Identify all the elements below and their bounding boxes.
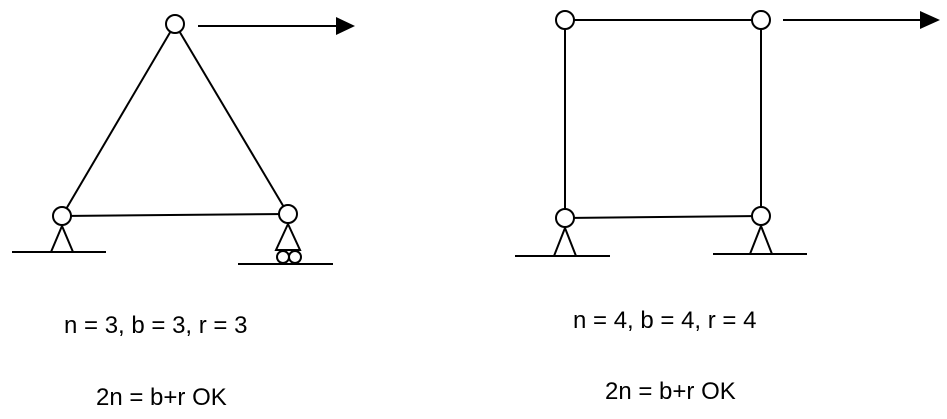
triangle-truss (12, 14, 355, 265)
joint-square-bottom-right (751, 206, 771, 226)
square-member-bottom (564, 215, 762, 219)
triangle-member-bottom (61, 213, 289, 217)
right-equation-counts: n = 4, b = 4, r = 4 (573, 307, 757, 334)
left-equation-counts: n = 3, b = 3, r = 3 (64, 312, 248, 339)
joint-square-bottom-left (555, 208, 575, 228)
triangle-load-arrow-head (336, 17, 355, 35)
joint-bottom-left (52, 206, 72, 226)
triangle-member-right (174, 23, 289, 215)
square-load-arrow-head (920, 11, 940, 29)
square-frame (515, 10, 940, 257)
left-equation-check: 2n = b+r OK (96, 384, 227, 411)
joint-top (165, 14, 185, 34)
pin-support-left (49, 223, 75, 253)
joint-bottom-right (278, 204, 298, 224)
pin-support-square-left (552, 225, 578, 257)
roller-support-triangle (274, 221, 302, 251)
pin-support-square-right (748, 223, 774, 255)
joint-top-left (555, 10, 575, 30)
roller-wheel-right (288, 250, 302, 264)
right-equation-check: 2n = b+r OK (605, 378, 736, 405)
roller-wheel-left (276, 250, 290, 264)
triangle-member-left (61, 23, 176, 217)
joint-top-right (751, 10, 771, 30)
